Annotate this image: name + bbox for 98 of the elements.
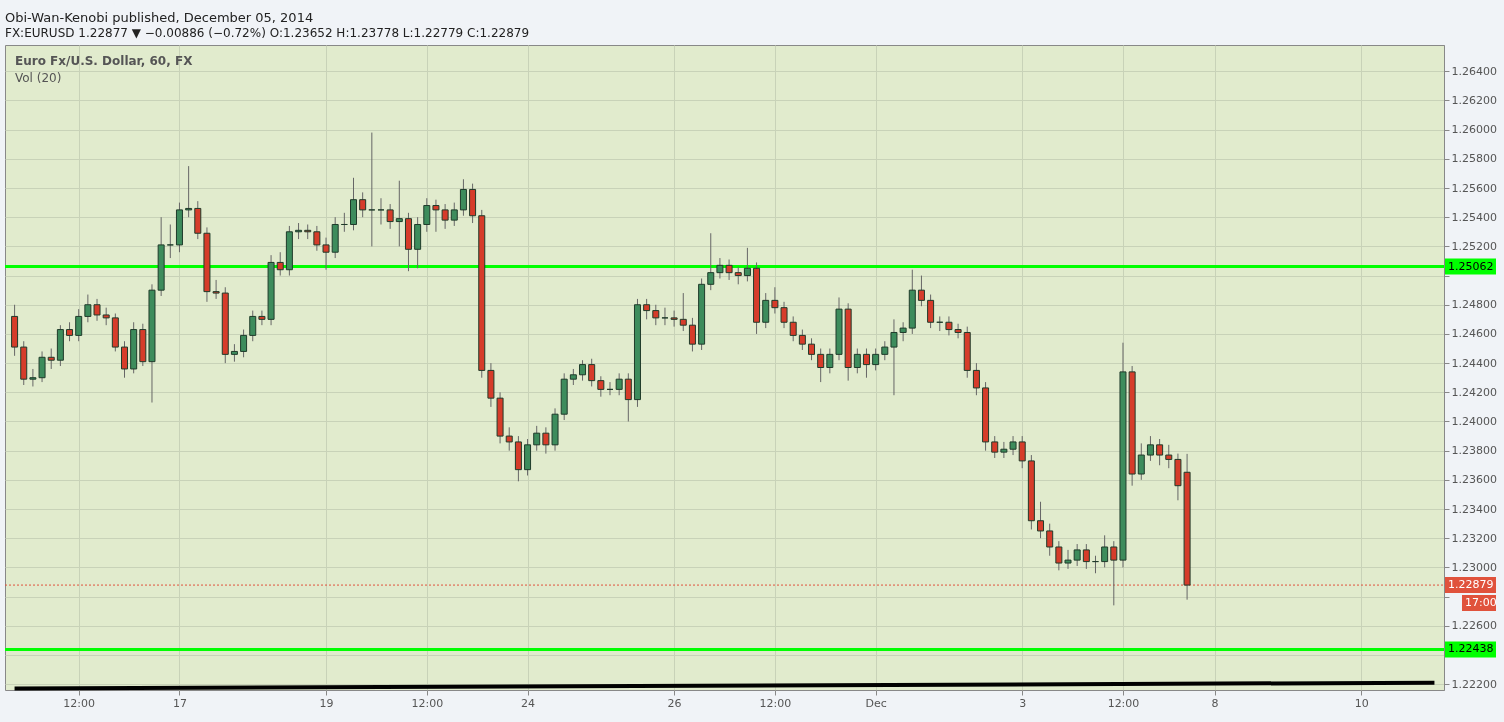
annotation: Euro Fx/U.S. Dollar, 60, FX bbox=[15, 54, 194, 68]
candlestick bbox=[643, 298, 651, 320]
candlestick bbox=[47, 348, 55, 370]
candlestick bbox=[652, 304, 660, 326]
candlestick bbox=[240, 329, 248, 358]
candlestick bbox=[185, 165, 193, 218]
y-tick-label: 1.23800 bbox=[1451, 444, 1497, 458]
text: 17:00 bbox=[1465, 596, 1497, 610]
candlestick bbox=[597, 375, 605, 398]
candlestick bbox=[762, 292, 770, 329]
x-tick-label: 19 bbox=[319, 696, 334, 710]
x-tick-label: 3 bbox=[1019, 696, 1027, 710]
candlestick bbox=[249, 310, 257, 342]
chart-title: Obi-Wan-Kenobi published, December 05, 2014 bbox=[5, 10, 314, 25]
y-tick-label: 1.26000 bbox=[1451, 123, 1497, 137]
candlestick bbox=[661, 307, 669, 326]
y-tick-label: 1.25200 bbox=[1451, 239, 1497, 253]
candlestick bbox=[533, 425, 541, 452]
candlestick bbox=[991, 435, 999, 459]
x-tick-label: 10 bbox=[1354, 696, 1369, 710]
candlestick bbox=[121, 340, 128, 379]
candlestick bbox=[359, 191, 367, 218]
candlestick bbox=[377, 197, 385, 225]
y-tick-label: 1.25400 bbox=[1451, 210, 1497, 224]
candlestick bbox=[670, 310, 678, 328]
candlestick bbox=[917, 275, 925, 307]
candlestick bbox=[1137, 442, 1145, 481]
candlestick bbox=[853, 348, 861, 374]
candlestick bbox=[66, 321, 74, 342]
x-tick-label: 26 bbox=[667, 696, 682, 710]
chart-subtitle: FX:EURUSD 1.22877 ▼ −0.00886 (−0.72%) O:1.23652 H:1.23778 L:1.22779 C:1.22879 bbox=[5, 26, 530, 40]
y-tick-label: 1.25800 bbox=[1451, 152, 1497, 166]
candlestick bbox=[1082, 543, 1090, 570]
x-tick-label: Dec bbox=[865, 696, 887, 710]
candlestick bbox=[817, 348, 825, 383]
x-tick-label: 12:00 bbox=[63, 696, 96, 710]
candlestick bbox=[972, 362, 980, 396]
x-tick-label: 8 bbox=[1211, 696, 1219, 710]
y-tick-label: 1.23600 bbox=[1451, 473, 1497, 487]
candlestick bbox=[826, 348, 834, 374]
candlestick bbox=[679, 292, 687, 332]
y-tick-label: 1.25600 bbox=[1451, 181, 1497, 195]
candlestick bbox=[588, 358, 596, 387]
y-tick-label: 1.23000 bbox=[1451, 560, 1497, 574]
candlestick bbox=[862, 348, 870, 379]
candlestick bbox=[1018, 435, 1026, 469]
candlestick bbox=[423, 197, 431, 233]
ref-line-label: 1.25062 bbox=[1448, 259, 1494, 273]
candlestick bbox=[881, 340, 889, 361]
candlestick bbox=[1146, 435, 1154, 462]
y-tick-label: 1.23200 bbox=[1451, 531, 1497, 545]
y-tick-label: 1.22600 bbox=[1451, 619, 1497, 633]
y-tick-label: 1.24200 bbox=[1451, 385, 1497, 399]
candlestick bbox=[1037, 501, 1045, 539]
y-tick-label: 1.23400 bbox=[1451, 502, 1497, 516]
y-tick-label: 1.24800 bbox=[1451, 298, 1497, 312]
candlestick bbox=[505, 426, 513, 452]
candlestick bbox=[707, 232, 715, 291]
y-tick-label: 1.24000 bbox=[1451, 414, 1497, 428]
candlestick bbox=[1073, 543, 1081, 567]
x-tick-label: 24 bbox=[521, 696, 536, 710]
candlestick bbox=[579, 359, 587, 382]
candlestick bbox=[459, 178, 467, 217]
candlestick bbox=[789, 315, 797, 342]
candlestick bbox=[624, 372, 632, 422]
x-tick-label: 17 bbox=[172, 696, 187, 710]
candlestick bbox=[1046, 523, 1054, 557]
x-tick-label: 12:00 bbox=[759, 696, 792, 710]
candlestick bbox=[75, 308, 83, 342]
candlestick bbox=[368, 132, 376, 247]
candlestick bbox=[872, 348, 880, 371]
annotation: Vol (20) bbox=[15, 71, 62, 85]
candlestick bbox=[808, 337, 816, 361]
ref-line-label: 1.22879 bbox=[1448, 578, 1494, 592]
y-tick-label: 1.22200 bbox=[1451, 677, 1497, 691]
x-tick-label: 12:00 bbox=[411, 696, 444, 710]
candlestick bbox=[798, 329, 806, 351]
candlestick bbox=[615, 372, 623, 396]
candlestick bbox=[1110, 540, 1118, 606]
y-tick-label: 1.24600 bbox=[1451, 327, 1497, 341]
candlestick bbox=[1156, 438, 1164, 466]
candlestick bbox=[1101, 534, 1109, 568]
candlestick bbox=[688, 317, 696, 352]
candlestick bbox=[743, 247, 751, 282]
y-tick-label: 1.26200 bbox=[1451, 93, 1497, 107]
candlestick bbox=[1064, 549, 1072, 570]
x-tick-label: 12:00 bbox=[1107, 696, 1140, 710]
candlestick bbox=[450, 202, 458, 227]
candlestick bbox=[1165, 444, 1173, 469]
y-tick-label: 1.26400 bbox=[1451, 64, 1497, 78]
candlestick bbox=[927, 294, 935, 329]
candlestick bbox=[386, 203, 394, 230]
candlestick bbox=[1055, 540, 1063, 571]
ref-line-label: 1.22438 bbox=[1448, 642, 1494, 656]
y-tick-label: 1.24400 bbox=[1451, 356, 1497, 370]
candlestick bbox=[166, 223, 174, 259]
candlestick bbox=[276, 251, 284, 277]
candlestick bbox=[395, 180, 403, 247]
